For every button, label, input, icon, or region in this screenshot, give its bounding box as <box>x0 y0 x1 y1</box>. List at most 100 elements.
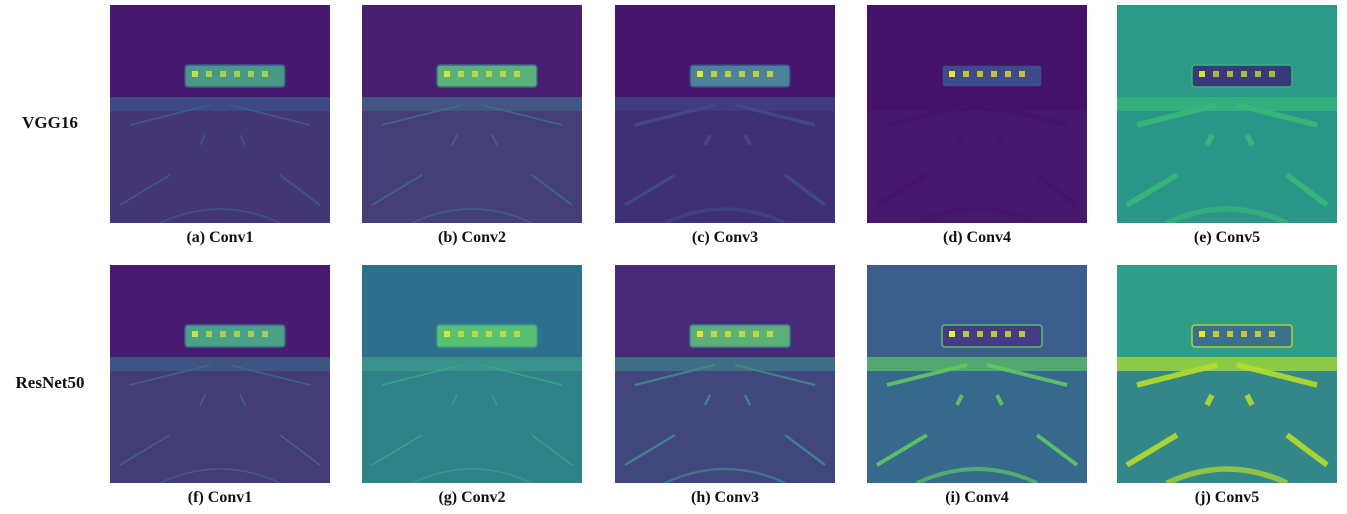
sign-dot <box>192 71 198 77</box>
sign-dot <box>725 71 731 77</box>
sign-dot <box>1213 71 1219 77</box>
sign-dot <box>1269 331 1275 337</box>
feature-map <box>362 265 582 483</box>
sign-dot <box>1255 331 1261 337</box>
sign-dot <box>725 331 731 337</box>
road-surface <box>1117 111 1337 223</box>
sign-dot <box>248 331 254 337</box>
sign-dot <box>1213 331 1219 337</box>
sign-dot <box>1241 331 1247 337</box>
sign-dot <box>1255 71 1261 77</box>
feature-map <box>615 265 835 483</box>
sign-dot <box>500 331 506 337</box>
sign-dot <box>458 71 464 77</box>
sign-dot <box>1199 71 1205 77</box>
sign-dot <box>1199 331 1205 337</box>
road-surface <box>1117 371 1337 483</box>
sign-dot <box>458 331 464 337</box>
sign-dot <box>697 71 703 77</box>
sign-dot <box>739 331 745 337</box>
feature-map <box>1117 5 1337 223</box>
sign-dot <box>963 331 969 337</box>
sign-dot <box>1005 331 1011 337</box>
sign-dot <box>262 331 268 337</box>
caption: (e) Conv5 <box>1107 229 1347 247</box>
horizon-band <box>362 357 582 371</box>
sign-dot <box>1019 331 1025 337</box>
sign-dot <box>739 71 745 77</box>
sign-dot <box>963 71 969 77</box>
sign-dot <box>444 71 450 77</box>
road-surface <box>615 111 835 223</box>
sign-dot <box>1005 71 1011 77</box>
feature-map <box>867 265 1087 483</box>
sign-dot <box>486 71 492 77</box>
sign-dot <box>206 71 212 77</box>
road-surface <box>867 111 1087 223</box>
sign-dot <box>753 71 759 77</box>
road-surface <box>362 371 582 483</box>
figure: VGG16 (a) Conv1 (b) Conv2 (c) Conv3 (d) Conv… <box>0 0 1347 514</box>
sign-dot <box>262 71 268 77</box>
sign-dot <box>514 71 520 77</box>
road-surface <box>362 111 582 223</box>
caption: (d) Conv4 <box>857 229 1097 247</box>
feature-map <box>110 265 330 483</box>
sign-dot <box>1227 71 1233 77</box>
sign-dot <box>991 331 997 337</box>
horizon-band <box>1117 97 1337 111</box>
row-label: ResNet50 <box>0 373 100 393</box>
sign-dot <box>767 331 773 337</box>
feature-map <box>362 5 582 223</box>
caption: (a) Conv1 <box>100 229 340 247</box>
row-label: VGG16 <box>0 113 100 133</box>
horizon-band <box>110 97 330 111</box>
caption: (b) Conv2 <box>352 229 592 247</box>
horizon-band <box>615 357 835 371</box>
feature-map <box>1117 265 1337 483</box>
caption: (h) Conv3 <box>605 489 845 507</box>
sign-dot <box>234 71 240 77</box>
horizon-band <box>110 357 330 371</box>
sign-dot <box>444 331 450 337</box>
sign-dot <box>767 71 773 77</box>
sign-dot <box>991 71 997 77</box>
feature-map <box>867 5 1087 223</box>
caption: (f) Conv1 <box>100 489 340 507</box>
sign-dot <box>220 331 226 337</box>
feature-map <box>110 5 330 223</box>
sign-dot <box>1269 71 1275 77</box>
caption: (g) Conv2 <box>352 489 592 507</box>
sign-dot <box>1227 331 1233 337</box>
caption: (c) Conv3 <box>605 229 845 247</box>
sign-dot <box>234 331 240 337</box>
sign-dot <box>248 71 254 77</box>
road-surface <box>867 371 1087 483</box>
sign-dot <box>753 331 759 337</box>
sign-dot <box>472 331 478 337</box>
horizon-band <box>867 357 1087 371</box>
sign-dot <box>949 331 955 337</box>
caption: (j) Conv5 <box>1107 489 1347 507</box>
sign-dot <box>472 71 478 77</box>
sign-dot <box>500 71 506 77</box>
sign-dot <box>206 331 212 337</box>
road-surface <box>110 111 330 223</box>
caption: (i) Conv4 <box>857 489 1097 507</box>
sign-dot <box>514 331 520 337</box>
sign-dot <box>1019 71 1025 77</box>
road-surface <box>615 371 835 483</box>
sign-dot <box>697 331 703 337</box>
horizon-band <box>867 97 1087 111</box>
horizon-band <box>362 97 582 111</box>
horizon-band <box>1117 357 1337 371</box>
sign-dot <box>949 71 955 77</box>
sign-dot <box>1241 71 1247 77</box>
sign-dot <box>977 71 983 77</box>
feature-map <box>615 5 835 223</box>
sign-dot <box>220 71 226 77</box>
road-surface <box>110 371 330 483</box>
sign-dot <box>486 331 492 337</box>
horizon-band <box>615 97 835 111</box>
sign-dot <box>192 331 198 337</box>
